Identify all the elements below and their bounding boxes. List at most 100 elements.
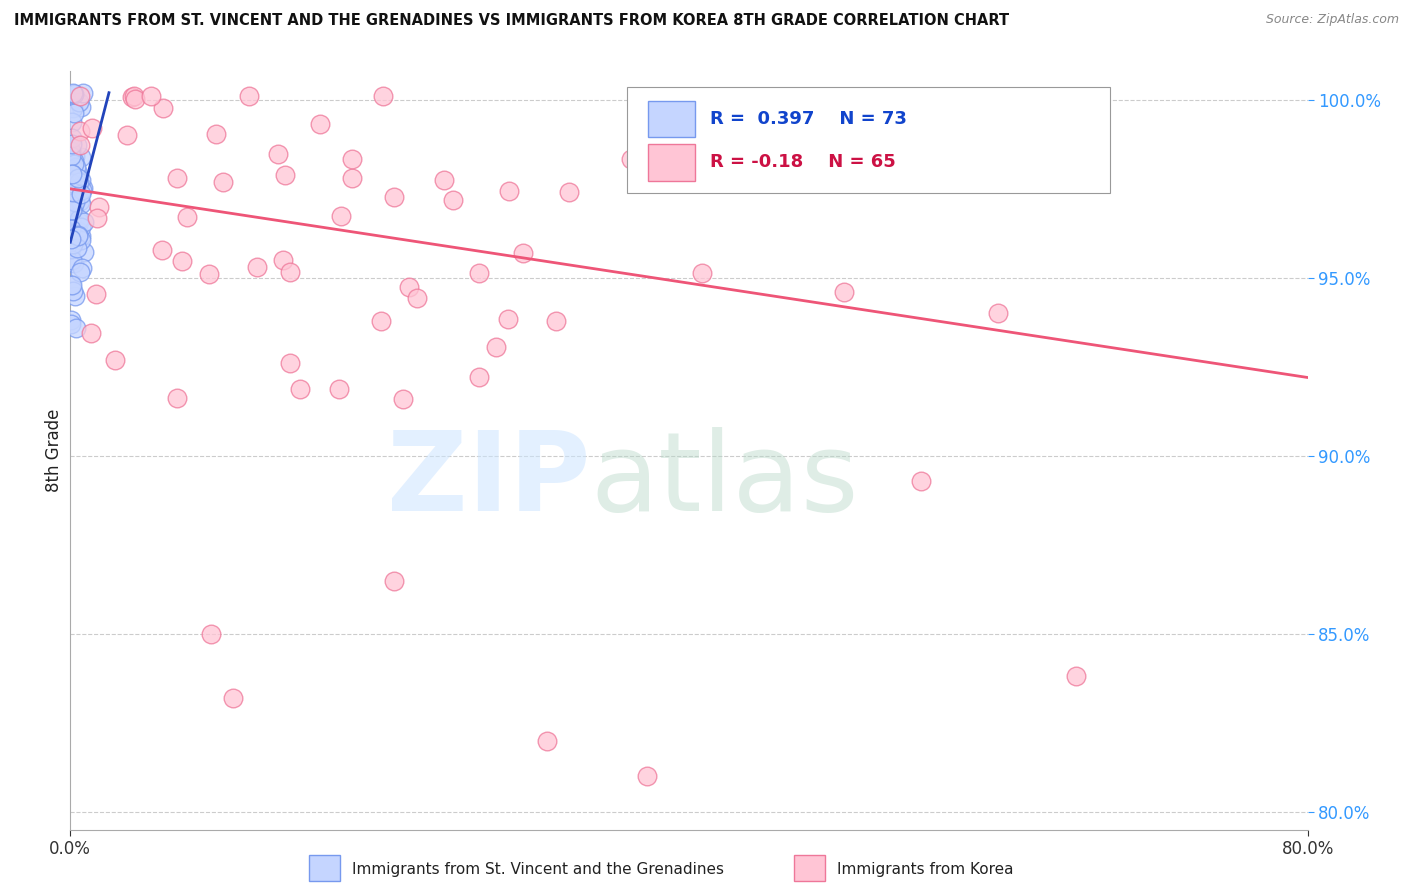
Point [222,690,245,705]
Point [558,185,581,199]
Point [60,252,83,267]
Point [60,155,83,169]
Point [340,170,363,185]
Point [67,215,90,229]
Text: R =  0.397    N = 73: R = 0.397 N = 73 [710,110,907,128]
Y-axis label: 8th Grade: 8th Grade [45,409,63,492]
Text: R = -0.18    N = 65: R = -0.18 N = 65 [710,153,896,171]
Text: Immigrants from St. Vincent and the Grenadines: Immigrants from St. Vincent and the Gren… [352,863,724,877]
Point [60,278,83,293]
Point [370,314,392,328]
Point [382,574,405,588]
Point [69,197,91,211]
Point [69,265,91,279]
Point [544,314,567,328]
Point [620,152,643,166]
Point [72,180,94,194]
Point [62,154,84,169]
Point [271,252,294,267]
Point [485,340,508,354]
Point [170,254,193,268]
Point [124,89,146,103]
Point [70,150,93,164]
Point [432,173,454,187]
Point [63,170,86,185]
Point [63,194,86,209]
Point [467,369,489,384]
Point [67,95,90,110]
Point [62,202,84,216]
Point [690,171,713,186]
Point [60,176,83,190]
Point [498,312,520,326]
Point [910,475,932,489]
Point [60,130,83,145]
Point [69,100,91,114]
Point [62,228,84,243]
Point [69,137,91,152]
Point [329,209,352,223]
Point [725,152,748,166]
Point [342,153,364,167]
Point [267,147,290,161]
Point [467,266,489,280]
Point [70,173,93,187]
Point [70,234,93,248]
Point [690,266,713,280]
Point [59,232,82,246]
Point [72,86,94,100]
Point [59,211,82,226]
Point [104,352,127,367]
Point [536,733,558,747]
Point [371,89,394,103]
Point [273,168,295,182]
Point [166,392,188,406]
Point [288,382,311,396]
Point [309,117,332,131]
Point [63,87,86,101]
Point [63,289,86,303]
Point [60,277,83,292]
Point [62,186,84,200]
Text: IMMIGRANTS FROM ST. VINCENT AND THE GRENADINES VS IMMIGRANTS FROM KOREA 8TH GRAD: IMMIGRANTS FROM ST. VINCENT AND THE GREN… [14,13,1010,29]
Point [832,285,855,300]
Point [87,200,110,214]
Point [67,175,90,189]
Point [62,106,84,120]
Point [73,215,96,229]
Point [66,164,89,178]
Point [65,160,87,174]
Point [60,211,83,226]
Point [512,246,534,260]
Point [60,164,83,178]
Point [392,392,415,406]
Point [62,177,84,191]
Point [115,128,138,142]
Point [398,280,420,294]
Point [59,313,82,327]
Point [498,185,520,199]
FancyBboxPatch shape [648,101,695,137]
Point [62,101,84,115]
Point [200,627,222,641]
Point [86,211,108,226]
Point [238,89,260,103]
Point [69,186,91,201]
Point [60,115,83,129]
Text: Immigrants from Korea: Immigrants from Korea [837,863,1014,877]
Point [65,138,87,153]
Point [212,175,235,189]
Point [141,89,163,103]
Point [73,245,96,260]
Point [637,769,659,783]
Point [59,149,82,163]
Point [62,237,84,252]
Point [60,218,83,232]
Point [69,194,91,208]
Point [70,183,93,197]
Point [60,136,83,151]
Point [80,121,103,136]
Point [60,167,83,181]
Point [69,229,91,244]
Point [65,321,87,335]
